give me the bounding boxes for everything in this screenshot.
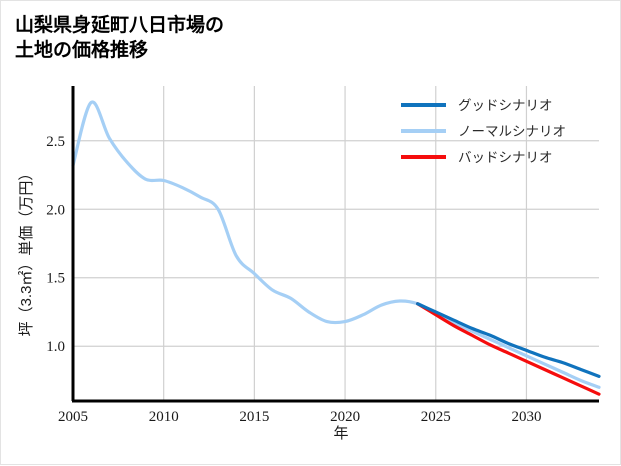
- y-tick-label: 2.0: [46, 202, 65, 218]
- axis-lines: [71, 86, 599, 403]
- legend-label: ノーマルシナリオ: [458, 124, 566, 139]
- x-tick-label: 2020: [330, 409, 360, 425]
- x-tick-label: 2030: [511, 409, 541, 425]
- x-tick-label: 2005: [58, 409, 88, 425]
- y-tick-label: 1.0: [46, 339, 65, 355]
- y-axis-title: 坪（3.3㎡）単価（万円）: [18, 166, 35, 337]
- legend-label: グッドシナリオ: [458, 98, 553, 113]
- x-tick-label: 2015: [239, 409, 269, 425]
- series-line-ノーマルシナリオ: [71, 100, 601, 389]
- x-tick-label: 2025: [421, 409, 451, 425]
- series-line-グッドシナリオ: [416, 302, 601, 378]
- y-tick-label: 2.5: [46, 134, 65, 150]
- series-line-バッドシナリオ: [416, 302, 601, 396]
- x-axis-tick-labels: 2005 2010 2015 2020 2025 2030: [58, 409, 541, 425]
- series-group: [71, 100, 601, 396]
- gridlines-group: [72, 86, 599, 401]
- page-title: 山梨県身延町八日市場の 土地の価格推移: [15, 15, 225, 62]
- x-axis-title: 年: [333, 425, 348, 442]
- y-tick-label: 1.5: [46, 271, 65, 287]
- y-axis-tick-labels: 1.0 1.5 2.0 2.5: [46, 134, 65, 355]
- legend-label: バッドシナリオ: [458, 150, 553, 165]
- x-tick-label: 2010: [149, 409, 179, 425]
